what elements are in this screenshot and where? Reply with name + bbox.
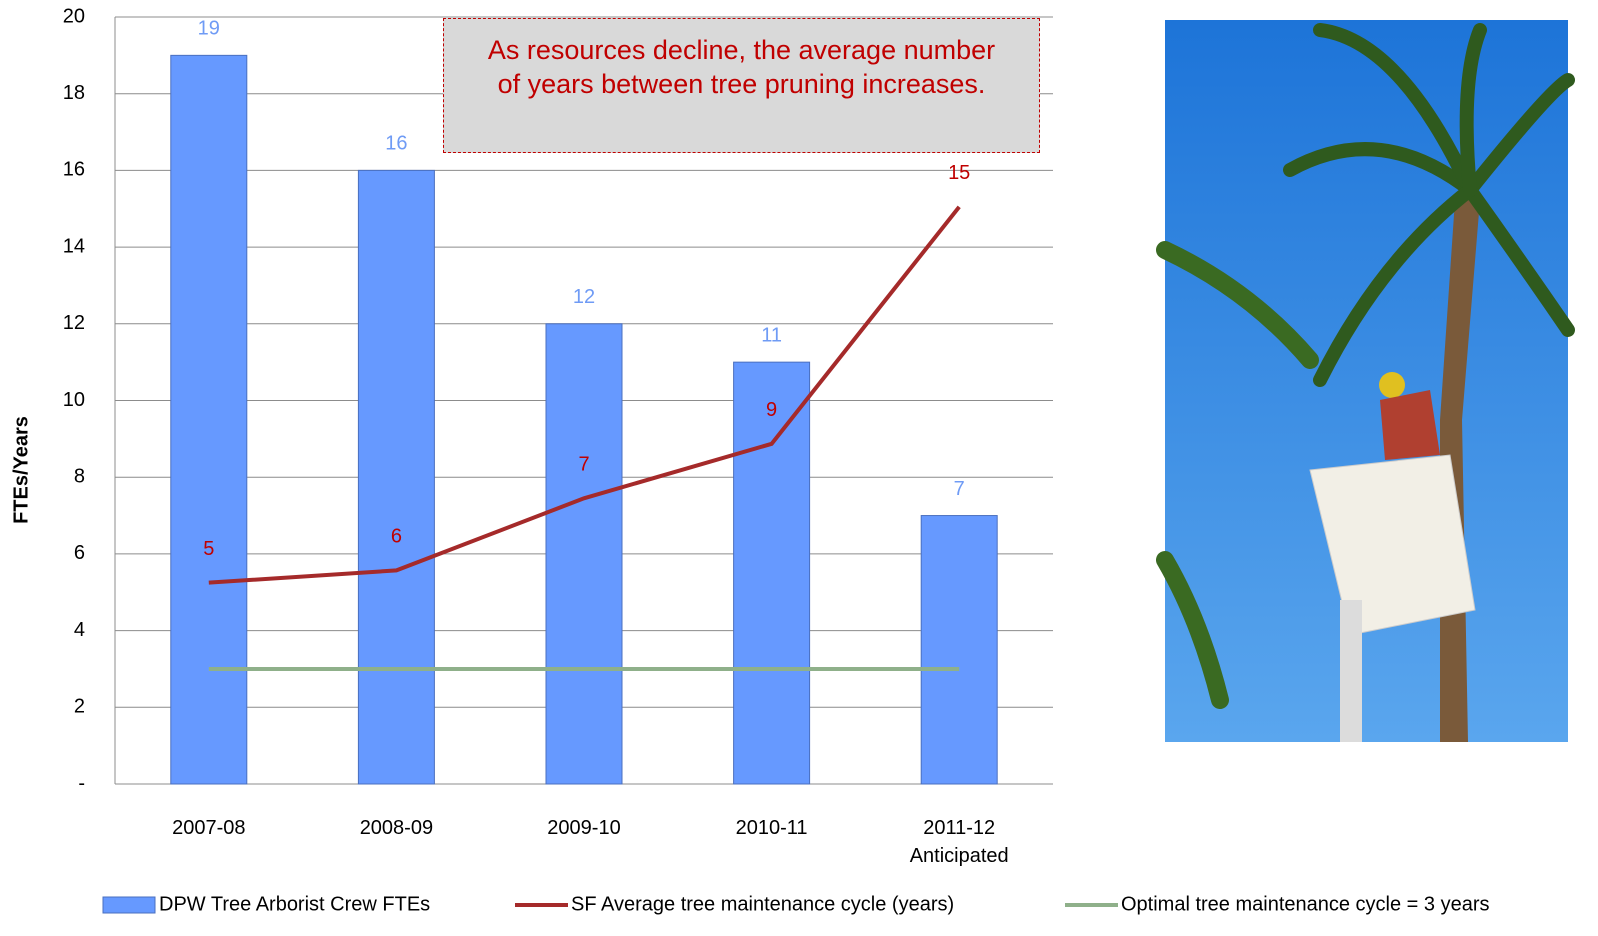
legend-label: DPW Tree Arborist Crew FTEs [159,893,430,915]
legend-label: Optimal tree maintenance cycle = 3 years [1121,893,1490,915]
data-label: 6 [391,526,402,548]
x-tick-label: 2007-08 [172,817,246,839]
bar [920,515,998,785]
data-label: 19 [198,18,220,40]
bar [733,361,811,785]
data-label: 5 [203,538,214,560]
y-tick-label: - [78,772,85,794]
annotation: As resources decline, the average number… [443,18,1040,153]
x-tick-label: 2010-11 [735,817,808,839]
data-label: 9 [766,399,777,421]
data-label: 11 [761,324,782,346]
y-axis-title: FTEs/Years [10,416,32,524]
data-label: 16 [385,133,407,155]
y-tick-label: 18 [63,82,85,104]
y-tick-label: 6 [74,542,85,564]
data-label: 7 [954,478,965,500]
data-label: 7 [578,454,589,476]
line [208,205,961,585]
y-tick-label: 2 [74,696,85,718]
x-tick-label: 2009-10 [547,817,621,839]
data-label: 12 [573,286,595,308]
bar [545,323,623,785]
y-tick-label: 4 [74,619,85,641]
y-tick-label: 20 [63,5,85,27]
bar [357,169,435,785]
legend-swatch [102,896,156,914]
y-tick-label: 14 [63,235,85,257]
x-tick-label: 2008-09 [359,817,434,839]
photo [1156,20,1575,742]
y-tick-label: 8 [74,465,85,487]
y-tick-label: 12 [63,312,85,334]
x-tick-label: 2011-12 Anticipated [909,817,1009,867]
y-tick-label: 10 [63,389,85,411]
bar [170,54,248,785]
data-label: 15 [948,162,970,184]
y-tick-label: 16 [63,159,85,181]
legend-label: SF Average tree maintenance cycle (years… [571,893,954,915]
